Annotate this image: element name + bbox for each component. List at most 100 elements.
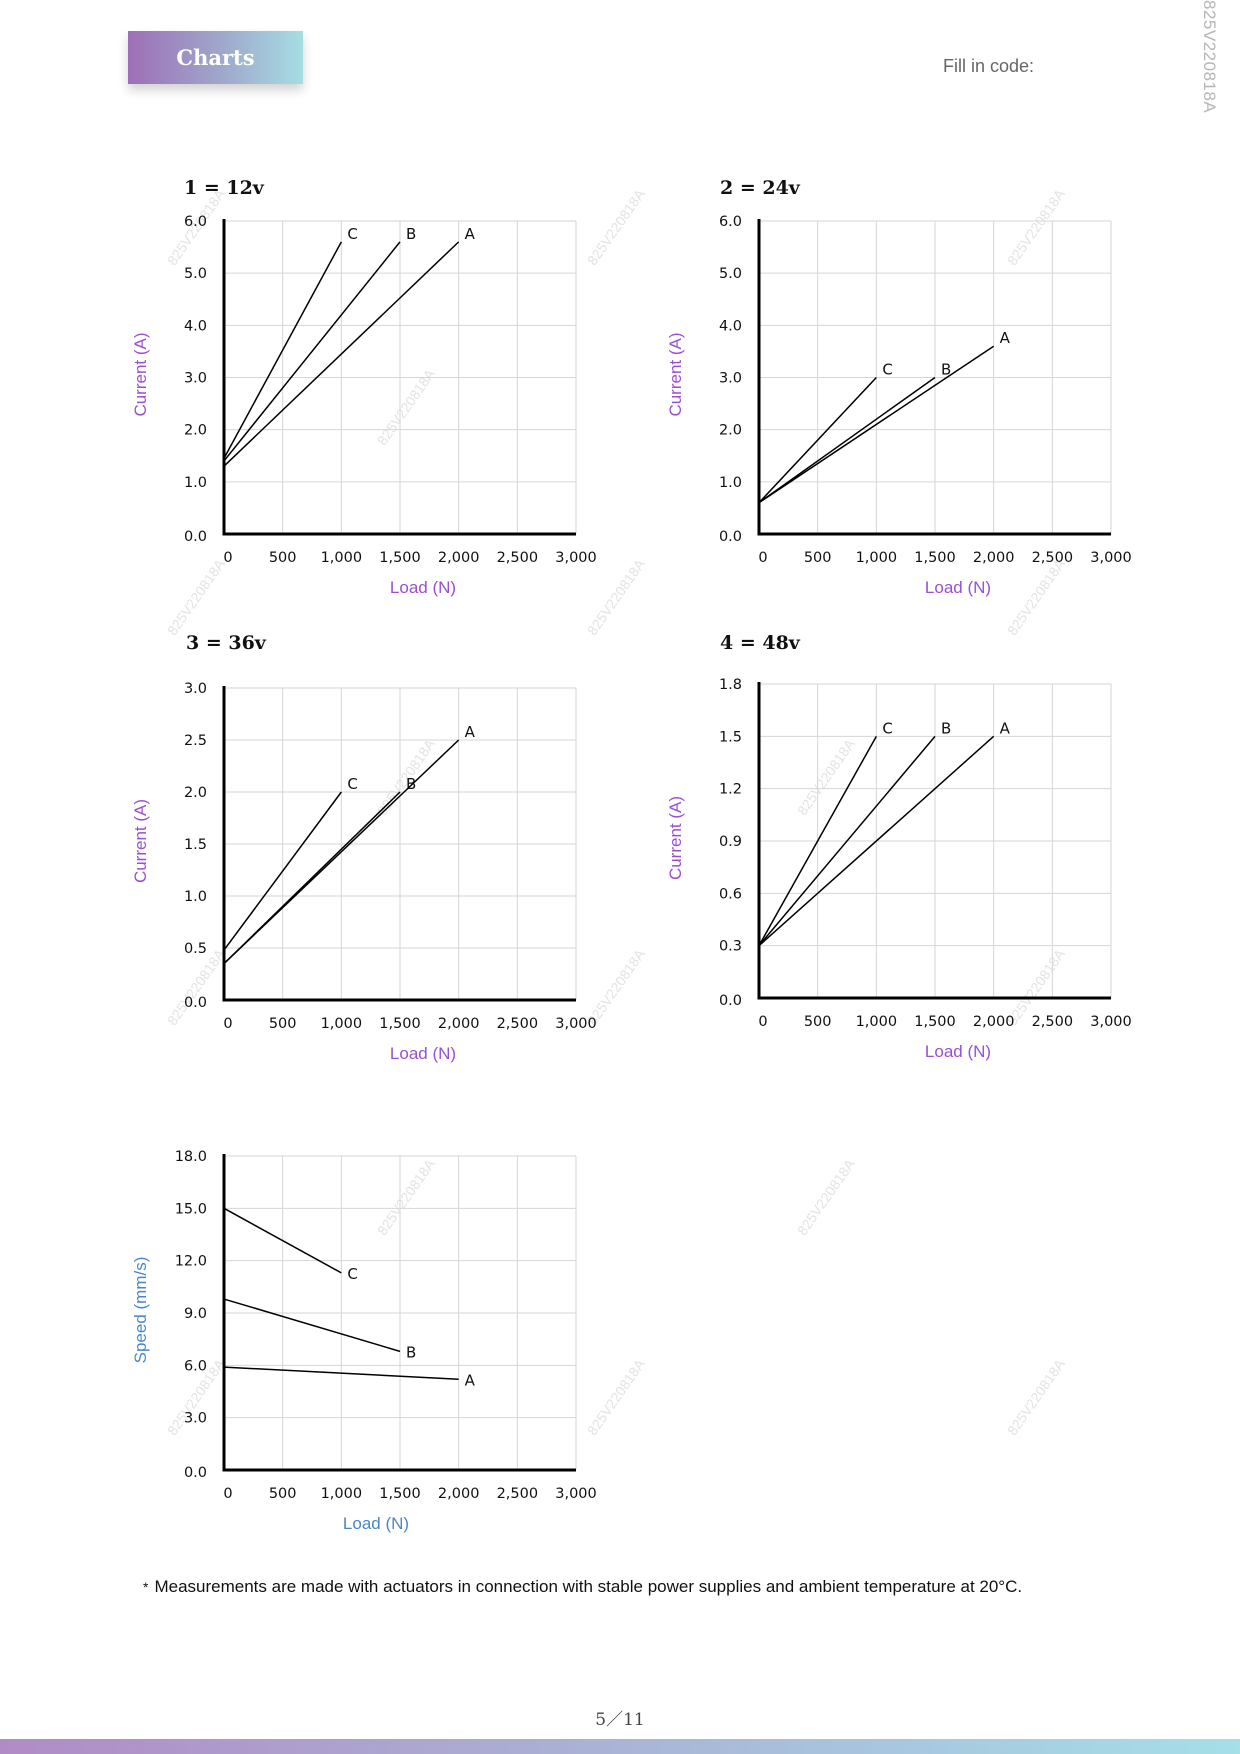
x-tick-label: 3,000 <box>1090 550 1132 566</box>
x-tick-label: 1,500 <box>914 550 956 566</box>
series-line-B <box>223 1298 401 1353</box>
series-label-B: B <box>406 775 416 793</box>
x-axis-label: Load (N) <box>925 578 991 597</box>
fill-code-label: Fill in code: <box>943 56 1035 76</box>
y-tick-label: 15.0 <box>175 1201 207 1217</box>
y-tick-label: 0.0 <box>719 993 742 1009</box>
series-line-A <box>223 739 460 965</box>
y-tick-label: 3.0 <box>719 371 742 387</box>
x-tick-label: 1,500 <box>379 1486 421 1502</box>
y-tick-label: 9.0 <box>184 1306 207 1322</box>
y-tick-label: 0.3 <box>719 939 742 955</box>
x-tick-label: 0 <box>223 1016 232 1032</box>
watermark-text: 825V220818A <box>1004 1356 1068 1438</box>
series-label-C: C <box>347 225 357 243</box>
y-tick-label: 0.9 <box>719 834 742 850</box>
bottom-bar <box>0 1739 1240 1754</box>
series-line-B <box>758 735 936 947</box>
y-tick-label: 2.0 <box>184 785 207 801</box>
x-tick-label: 500 <box>269 1486 297 1502</box>
series-line-B <box>758 376 936 504</box>
y-axis-label: Current (A) <box>131 799 150 883</box>
x-tick-label: 2,500 <box>1032 550 1074 566</box>
watermark-text: 825V220818A <box>794 736 858 818</box>
y-tick-label: 1.0 <box>184 475 207 491</box>
series-line-A <box>758 735 995 947</box>
x-tick-label: 2,000 <box>438 1016 480 1032</box>
series-label-C: C <box>882 361 892 379</box>
y-tick-label: 4.0 <box>184 318 207 334</box>
y-tick-label: 0.0 <box>719 529 742 545</box>
series-line-A <box>758 345 995 504</box>
watermark-text: 825V220818A <box>584 556 648 638</box>
series-label-B: B <box>406 225 416 243</box>
y-tick-label: 1.8 <box>719 677 742 693</box>
y-tick-label: 3.0 <box>184 1411 207 1427</box>
series-label-B: B <box>941 361 951 379</box>
x-tick-label: 3,000 <box>555 1486 597 1502</box>
x-axis-label: Load (N) <box>390 1044 456 1063</box>
x-tick-label: 1,000 <box>856 550 898 566</box>
y-tick-label: 0.5 <box>184 941 207 957</box>
charts-badge: Charts <box>128 31 303 84</box>
x-tick-label: 3,000 <box>555 550 597 566</box>
x-tick-label: 2,000 <box>973 1014 1015 1030</box>
y-tick-label: 6.0 <box>184 214 207 230</box>
y-tick-label: 2.0 <box>184 423 207 439</box>
series-line-A <box>223 1366 459 1381</box>
y-tick-label: 1.0 <box>719 475 742 491</box>
x-tick-label: 0 <box>223 1486 232 1502</box>
watermark-text: 825V220818A <box>584 186 648 268</box>
watermark-text: 825V220818A <box>374 366 438 448</box>
series-line-C <box>223 241 342 459</box>
y-tick-label: 1.0 <box>184 889 207 905</box>
y-tick-label: 0.0 <box>184 529 207 545</box>
y-axis-label: Current (A) <box>666 332 685 416</box>
x-tick-label: 500 <box>804 1014 832 1030</box>
chart-title: 2 = 24v <box>720 177 801 199</box>
series-label-A: A <box>465 723 476 741</box>
series-label-C: C <box>347 775 357 793</box>
series-line-C <box>223 1207 342 1274</box>
x-tick-label: 1,000 <box>321 550 363 566</box>
y-tick-label: 1.5 <box>184 837 207 853</box>
x-tick-label: 500 <box>269 1016 297 1032</box>
series-line-B <box>223 241 401 462</box>
x-tick-label: 2,000 <box>438 550 480 566</box>
x-tick-label: 500 <box>804 550 832 566</box>
watermark-text: 825V220818A <box>1004 556 1068 638</box>
y-tick-label: 6.0 <box>719 214 742 230</box>
footnote-text: Measurements are made with actuators in … <box>154 1577 1023 1596</box>
x-axis-label: Load (N) <box>390 578 456 597</box>
x-tick-label: 2,500 <box>497 1486 539 1502</box>
y-tick-label: 6.0 <box>184 1358 207 1374</box>
x-tick-label: 500 <box>269 550 297 566</box>
y-tick-label: 0.0 <box>184 1465 207 1481</box>
x-tick-label: 1,500 <box>914 1014 956 1030</box>
y-tick-label: 18.0 <box>175 1149 207 1165</box>
x-axis-label: Load (N) <box>925 1042 991 1061</box>
x-tick-label: 1,000 <box>321 1486 363 1502</box>
y-tick-label: 3.0 <box>184 681 207 697</box>
x-tick-label: 0 <box>758 550 767 566</box>
series-line-C <box>758 376 877 504</box>
series-label-A: A <box>465 1371 476 1389</box>
watermark-text: 825V220818A <box>374 1156 438 1238</box>
x-tick-label: 0 <box>223 550 232 566</box>
watermark-text: 825V220818A <box>164 556 228 638</box>
x-tick-label: 2,000 <box>973 550 1015 566</box>
x-tick-label: 1,000 <box>856 1014 898 1030</box>
y-tick-label: 1.5 <box>719 729 742 745</box>
series-label-B: B <box>941 719 951 737</box>
y-tick-label: 0.6 <box>719 886 742 902</box>
x-tick-label: 2,500 <box>497 1016 539 1032</box>
y-tick-label: 1.2 <box>719 782 742 798</box>
y-tick-label: 3.0 <box>184 371 207 387</box>
series-label-A: A <box>465 225 476 243</box>
charts-area: 825V220818A 825V220818A 825V220818A 825V220… <box>131 177 1132 1533</box>
y-tick-label: 12.0 <box>175 1254 207 1270</box>
y-axis-label: Current (A) <box>666 796 685 880</box>
x-tick-label: 2,500 <box>1032 1014 1074 1030</box>
chart-title: 4 = 48v <box>720 632 801 654</box>
x-tick-label: 0 <box>758 1014 767 1030</box>
